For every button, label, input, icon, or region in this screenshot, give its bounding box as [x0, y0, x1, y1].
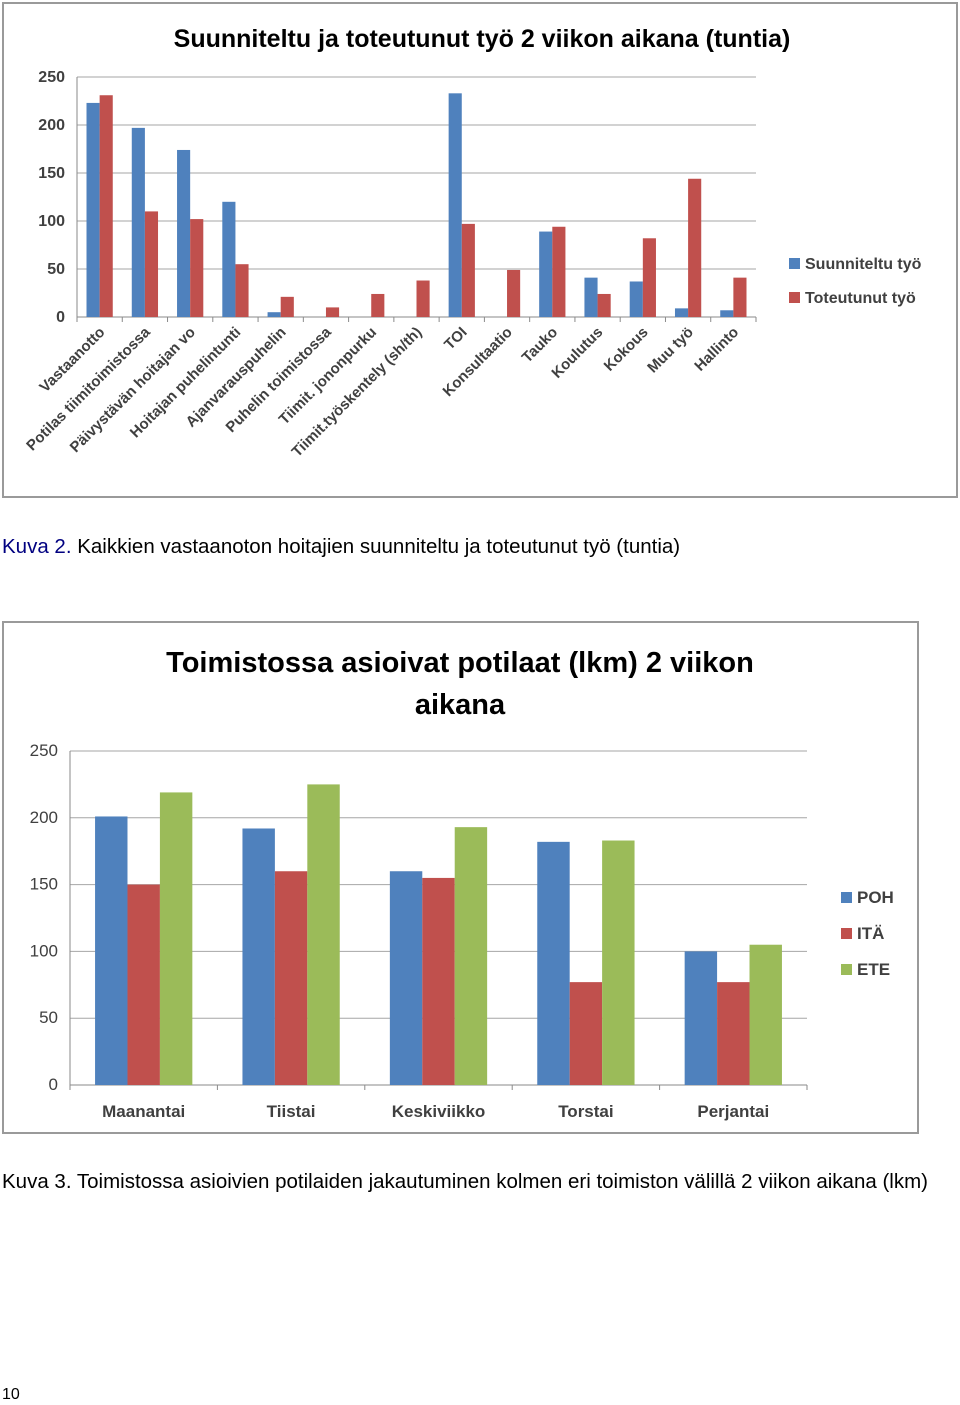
y-tick-label: 200: [30, 808, 58, 827]
bar-toteutunut-työ: [99, 95, 113, 318]
chart-office-patients: Toimistossa asioivat potilaat (lkm) 2 vi…: [2, 621, 919, 1134]
bar-suunniteltu-työ: [177, 149, 191, 317]
chart-title: Toimistossa asioivat potilaat (lkm) 2 vi…: [166, 647, 754, 679]
bar-itä: [717, 982, 750, 1085]
x-category-label: Muu työ: [644, 324, 697, 377]
x-category-label: Torstai: [558, 1102, 613, 1121]
bar-suunniteltu-työ: [584, 277, 598, 317]
bar-suunniteltu-työ: [720, 310, 734, 317]
y-tick-label: 200: [38, 117, 65, 134]
bar-ete: [454, 827, 488, 1085]
y-tick-label: 100: [30, 941, 58, 960]
y-tick-label: 250: [38, 69, 65, 86]
bar-suunniteltu-työ: [86, 102, 100, 317]
bar-poh: [242, 828, 275, 1085]
legend-swatch: [789, 258, 800, 269]
figure-2-label: Kuva 2.: [2, 535, 72, 558]
bar-suunniteltu-työ: [674, 308, 689, 317]
bar-toteutunut-työ: [190, 219, 204, 317]
chart-planned-vs-actual-work: Suunniteltu ja toteutunut työ 2 viikon a…: [2, 2, 958, 498]
bar-toteutunut-työ: [325, 307, 340, 317]
bar-suunniteltu-työ: [539, 231, 553, 317]
y-tick-label: 0: [56, 309, 65, 326]
legend-swatch: [841, 892, 852, 903]
x-category-label: TOI: [441, 324, 471, 354]
bar-toteutunut-työ: [597, 293, 611, 317]
bar-toteutunut-työ: [552, 226, 566, 317]
legend-label: ITÄ: [857, 924, 884, 943]
bar-toteutunut-työ: [733, 277, 747, 317]
bar-toteutunut-työ: [688, 178, 702, 317]
bar-itä: [274, 871, 308, 1085]
bar-toteutunut-työ: [416, 280, 430, 317]
bar-ete: [159, 792, 193, 1085]
y-tick-label: 50: [39, 1008, 58, 1027]
x-category-label: Kokous: [601, 324, 652, 375]
chart-title: Suunniteltu ja toteutunut työ 2 viikon a…: [174, 25, 791, 53]
x-category-label: Tauko: [519, 324, 561, 366]
bar-toteutunut-työ: [642, 238, 656, 317]
legend-label: ETE: [857, 960, 890, 979]
bar-ete: [749, 944, 782, 1085]
bar-itä: [422, 877, 455, 1085]
figure-2-caption: Kuva 2. Kaikkien vastaanoton hoitajien s…: [2, 533, 680, 560]
bar-toteutunut-työ: [461, 223, 475, 317]
x-category-label: Hallinto: [691, 324, 742, 375]
bar-toteutunut-työ: [144, 211, 159, 317]
x-category-label: Perjantai: [697, 1102, 769, 1121]
x-category-label: Keskiviikko: [392, 1102, 486, 1121]
y-tick-label: 150: [38, 165, 65, 182]
y-tick-label: 100: [38, 213, 65, 230]
figure-3-label: Kuva 3.: [2, 1170, 72, 1193]
legend-swatch: [789, 292, 800, 303]
chart-title-line-2: aikana: [415, 689, 506, 721]
y-tick-label: 50: [47, 261, 65, 278]
y-tick-label: 250: [30, 741, 58, 760]
page-number: 10: [2, 1386, 20, 1403]
legend-swatch: [841, 928, 852, 939]
y-tick-label: 0: [49, 1075, 58, 1094]
bar-toteutunut-työ: [280, 296, 294, 317]
bar-suunniteltu-työ: [267, 312, 281, 317]
legend-label: Toteutunut työ: [805, 290, 916, 307]
bar-itä: [569, 982, 603, 1085]
bar-suunniteltu-työ: [222, 201, 236, 317]
figure-2-text: Kaikkien vastaanoton hoitajien suunnitel…: [77, 535, 681, 558]
x-category-label: Maanantai: [102, 1102, 185, 1121]
bar-poh: [684, 951, 718, 1085]
bar-toteutunut-työ: [507, 269, 521, 317]
bar-itä: [127, 884, 160, 1085]
bar-suunniteltu-työ: [131, 127, 145, 317]
bar-ete: [307, 784, 340, 1085]
y-tick-label: 150: [30, 875, 58, 894]
x-category-label: Tiistai: [267, 1102, 316, 1121]
bar-suunniteltu-työ: [448, 93, 462, 317]
bar-ete: [602, 840, 635, 1085]
figure-3-text: Toimistossa asioivien potilaiden jakautu…: [76, 1170, 928, 1193]
bar-poh: [95, 816, 128, 1085]
bar-poh: [389, 871, 423, 1085]
legend-label: Suunniteltu työ: [805, 256, 922, 273]
legend-label: POH: [857, 888, 894, 907]
figure-3-caption: Kuva 3. Toimistossa asioivien potilaiden…: [2, 1168, 952, 1195]
legend-swatch: [841, 964, 852, 975]
bar-suunniteltu-työ: [629, 281, 643, 317]
bar-poh: [537, 841, 570, 1085]
bar-toteutunut-työ: [235, 264, 249, 317]
bar-toteutunut-työ: [371, 293, 385, 317]
